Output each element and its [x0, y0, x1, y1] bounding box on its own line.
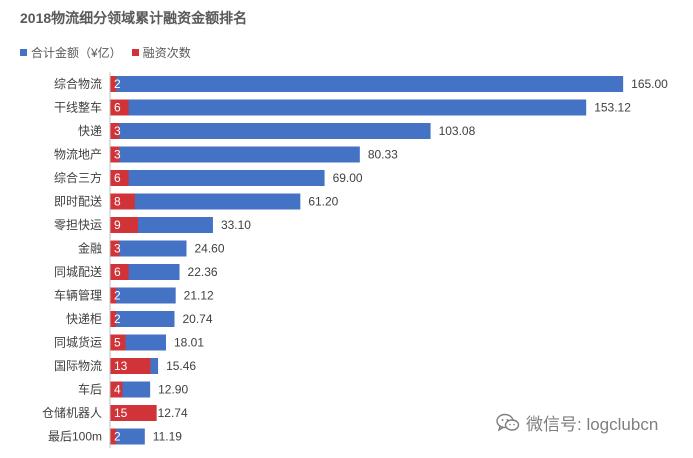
watermark: 微信号: logclubcn: [496, 410, 658, 435]
wechat-icon: [496, 413, 520, 432]
category-label: 金融: [78, 241, 102, 256]
count-bar: [110, 170, 129, 186]
category-label: 干线整车: [54, 100, 102, 115]
category-label: 零担快运: [54, 218, 102, 232]
amount-label: 33.10: [221, 218, 251, 232]
amount-bar: [110, 123, 431, 139]
count-label: 2: [114, 77, 121, 91]
count-bar: [110, 264, 129, 280]
count-label: 15: [114, 406, 128, 420]
category-label: 国际物流: [54, 359, 102, 373]
legend: 合计金额（¥亿） 融资次数: [20, 44, 201, 61]
count-bar: [110, 334, 126, 351]
count-bar: [110, 123, 120, 139]
amount-label: 24.60: [195, 242, 225, 256]
category-label: 车后: [78, 382, 102, 397]
count-label: 3: [114, 124, 121, 138]
count-bar: [110, 358, 151, 374]
category-label: 物流地产: [54, 148, 102, 162]
amount-label: 165.00: [631, 77, 668, 91]
count-label: 6: [114, 171, 121, 185]
legend-label-amount: 合计金额（¥亿）: [31, 46, 122, 60]
amount-bar: [110, 76, 624, 92]
count-bar: [110, 287, 117, 304]
count-bar: [110, 193, 135, 210]
amount-label: 11.19: [153, 430, 182, 444]
count-bar: [110, 76, 117, 92]
category-label: 即时配送: [54, 194, 102, 209]
amount-bar: [110, 193, 301, 210]
amount-label: 61.20: [308, 195, 338, 209]
legend-item-count: 融资次数: [131, 44, 191, 61]
count-label: 2: [114, 312, 121, 326]
category-label: 车辆管理: [54, 288, 102, 303]
legend-label-count: 融资次数: [142, 46, 191, 60]
count-bar: [110, 99, 129, 116]
legend-swatch-count: [131, 49, 139, 56]
amount-label: 80.33: [368, 148, 398, 162]
amount-label: 18.01: [174, 336, 204, 350]
amount-label: 22.36: [188, 265, 218, 279]
amount-bar: [110, 311, 175, 327]
count-label: 5: [114, 336, 121, 350]
category-label: 快递柜: [66, 312, 102, 326]
amount-label: 69.00: [333, 171, 363, 185]
watermark-text: 微信号: logclubcn: [526, 415, 659, 434]
count-bar: [110, 217, 138, 233]
legend-item-amount: 合计金额（¥亿）: [20, 44, 122, 61]
amount-bar: [110, 287, 176, 304]
count-bar: [110, 428, 117, 445]
legend-swatch-amount: [20, 49, 27, 56]
count-bar: [110, 405, 157, 421]
amount-label: 153.12: [594, 101, 631, 115]
count-bar: [110, 146, 120, 163]
amount-label: 12.90: [158, 383, 188, 397]
amount-bar: [110, 240, 187, 257]
category-label: 快递: [78, 124, 102, 138]
chart-title: 2018物流细分领域累计融资金额排名: [20, 10, 248, 26]
category-label: 同城货运: [54, 335, 102, 350]
amount-label: 15.46: [166, 359, 196, 373]
count-label: 2: [114, 289, 121, 303]
count-label: 8: [114, 195, 121, 209]
count-label: 6: [114, 265, 121, 279]
category-label: 最后100m: [48, 430, 102, 444]
amount-bar: [110, 99, 587, 116]
count-bar: [110, 311, 117, 327]
category-label: 同城配送: [54, 264, 102, 279]
amount-label: 21.12: [184, 289, 214, 303]
amount-bar: [110, 146, 360, 163]
count-label: 6: [114, 101, 121, 115]
amount-label: 12.74: [158, 406, 188, 420]
amount-label: 20.74: [183, 312, 213, 326]
count-bar: [110, 240, 120, 257]
count-label: 2: [114, 430, 121, 444]
category-label: 仓储机器人: [42, 405, 102, 420]
count-label: 4: [114, 383, 121, 397]
count-label: 3: [114, 148, 121, 162]
count-label: 13: [114, 359, 128, 373]
amount-bar: [110, 428, 145, 445]
count-label: 9: [114, 218, 121, 232]
category-label: 综合三方: [54, 170, 102, 185]
category-label: 综合物流: [54, 76, 102, 91]
count-bar: [110, 381, 123, 398]
amount-bar: [110, 170, 325, 186]
count-label: 3: [114, 242, 121, 256]
amount-label: 103.08: [439, 124, 476, 138]
